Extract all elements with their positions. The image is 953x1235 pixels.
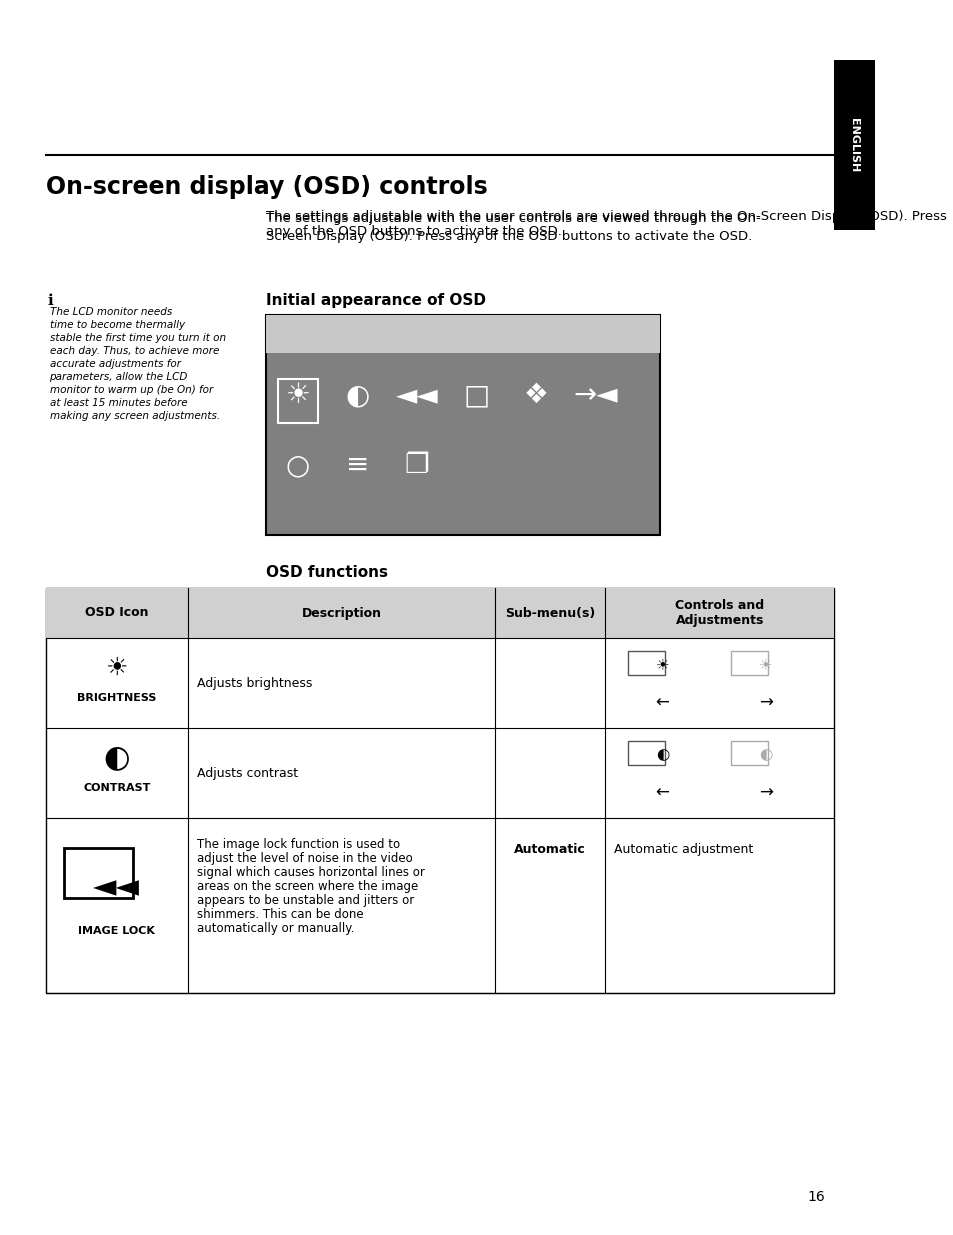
Text: ℹ: ℹ <box>48 293 53 308</box>
Text: ◐: ◐ <box>345 382 369 409</box>
Text: parameters, allow the LCD: parameters, allow the LCD <box>50 372 188 382</box>
Text: ☀: ☀ <box>655 657 668 673</box>
Text: ❖: ❖ <box>523 382 548 409</box>
Text: shimmers. This can be done: shimmers. This can be done <box>197 908 363 921</box>
Text: ☀: ☀ <box>758 657 772 673</box>
Bar <box>627 741 664 764</box>
Text: time to become thermally: time to become thermally <box>50 320 185 330</box>
Text: On-screen display (OSD) controls: On-screen display (OSD) controls <box>46 175 487 199</box>
Bar <box>46 588 833 638</box>
Text: OSD functions: OSD functions <box>266 564 388 580</box>
Bar <box>266 315 659 353</box>
Text: Initial appearance of OSD: Initial appearance of OSD <box>266 293 485 308</box>
Text: Adjusts brightness: Adjusts brightness <box>197 677 313 689</box>
Text: each day. Thus, to achieve more: each day. Thus, to achieve more <box>50 346 218 356</box>
Text: →: → <box>758 694 772 713</box>
Text: ☀: ☀ <box>285 382 310 409</box>
Text: ENGLISH: ENGLISH <box>848 117 859 172</box>
Text: CONTRAST: CONTRAST <box>83 783 151 793</box>
Text: signal which causes horizontal lines or: signal which causes horizontal lines or <box>197 866 424 879</box>
Text: ◄◄: ◄◄ <box>93 873 140 902</box>
Text: The LCD monitor needs: The LCD monitor needs <box>50 308 172 317</box>
Text: →: → <box>758 784 772 802</box>
Text: The image lock function is used to: The image lock function is used to <box>197 839 400 851</box>
Text: Sub-menu(s): Sub-menu(s) <box>504 606 595 620</box>
Text: ❐: ❐ <box>404 451 429 479</box>
Bar <box>64 847 132 898</box>
Text: Automatic: Automatic <box>514 844 585 856</box>
Text: ←: ← <box>655 694 669 713</box>
Text: accurate adjustments for: accurate adjustments for <box>50 359 180 369</box>
Text: at least 15 minutes before: at least 15 minutes before <box>50 398 187 408</box>
Text: □: □ <box>463 382 489 409</box>
Text: stable the first time you turn it on: stable the first time you turn it on <box>50 333 226 343</box>
Bar <box>833 61 874 230</box>
Text: The settings adjustable with the user controls are viewed through the On-: The settings adjustable with the user co… <box>266 212 760 225</box>
Text: ◄◄: ◄◄ <box>395 382 438 409</box>
Text: BRIGHTNESS: BRIGHTNESS <box>77 693 156 703</box>
Text: ○: ○ <box>286 451 310 479</box>
Text: making any screen adjustments.: making any screen adjustments. <box>50 411 219 421</box>
Text: Automatic adjustment: Automatic adjustment <box>614 844 753 856</box>
Text: The settings adjustable with the user controls are viewed through the On-Screen : The settings adjustable with the user co… <box>266 210 945 238</box>
Bar <box>266 315 659 535</box>
Text: Adjusts contrast: Adjusts contrast <box>197 767 298 779</box>
Text: automatically or manually.: automatically or manually. <box>197 923 355 935</box>
Text: →◄: →◄ <box>573 382 618 409</box>
Text: ◐: ◐ <box>655 747 668 762</box>
Text: monitor to warm up (be On) for: monitor to warm up (be On) for <box>50 385 213 395</box>
Text: adjust the level of noise in the video: adjust the level of noise in the video <box>197 852 413 864</box>
Text: areas on the screen where the image: areas on the screen where the image <box>197 881 418 893</box>
Bar <box>277 379 317 424</box>
Text: Controls and
Adjustments: Controls and Adjustments <box>675 599 763 627</box>
Text: IMAGE LOCK: IMAGE LOCK <box>78 925 155 935</box>
Bar <box>730 741 767 764</box>
Bar <box>627 651 664 676</box>
Text: ◐: ◐ <box>758 747 771 762</box>
Text: ≡: ≡ <box>346 451 369 479</box>
Bar <box>46 588 833 993</box>
Bar <box>730 651 767 676</box>
Text: ☀: ☀ <box>106 656 128 680</box>
Text: OSD Icon: OSD Icon <box>85 606 149 620</box>
Text: Screen Display (OSD). Press any of the OSD buttons to activate the OSD.: Screen Display (OSD). Press any of the O… <box>266 230 751 243</box>
Text: ◐: ◐ <box>104 743 130 773</box>
Text: appears to be unstable and jitters or: appears to be unstable and jitters or <box>197 894 414 906</box>
Text: 16: 16 <box>806 1191 824 1204</box>
Text: Description: Description <box>301 606 381 620</box>
Text: ←: ← <box>655 784 669 802</box>
